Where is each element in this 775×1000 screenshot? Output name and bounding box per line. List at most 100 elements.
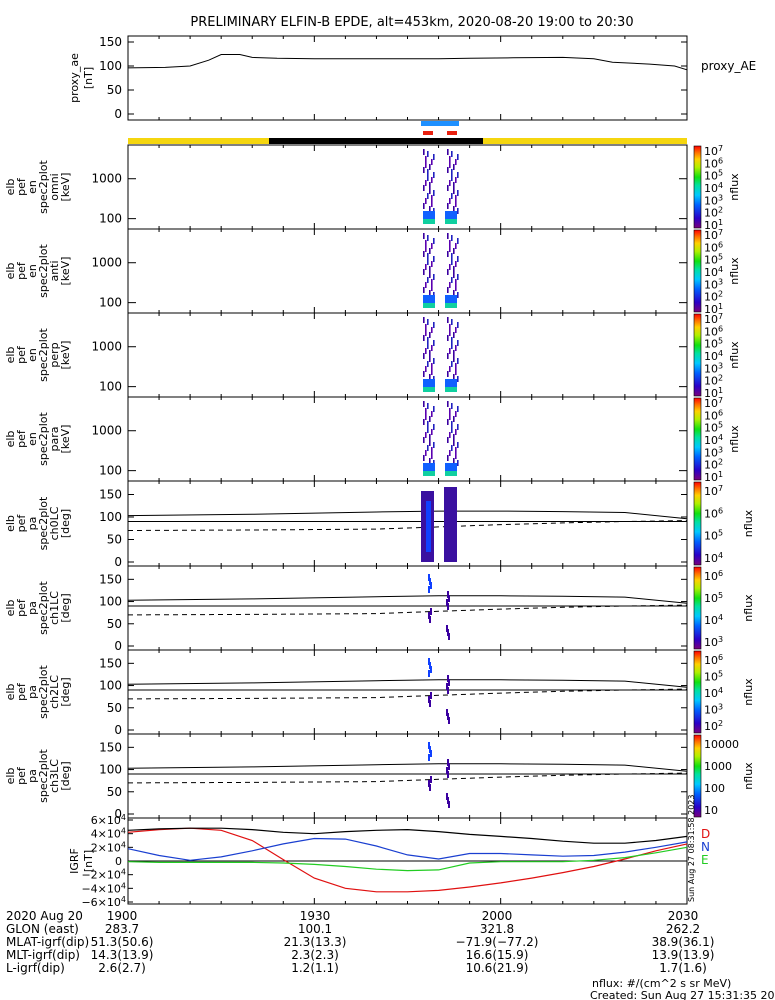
spectrogram-pixel xyxy=(449,264,451,270)
y-axis-label-line: pa xyxy=(26,685,39,699)
spectrogram-pixel xyxy=(423,437,425,443)
pitch-data-pixel xyxy=(446,709,448,716)
colorbar-tick-label: 101 xyxy=(704,302,723,316)
colorbar-tick-label: 102 xyxy=(704,374,723,388)
spectrogram-pixel xyxy=(453,332,455,338)
spectrogram-pixel xyxy=(457,340,459,346)
spectrogram-pixel xyxy=(423,353,425,359)
spectrogram-pixel xyxy=(455,195,457,201)
spectrogram-pixel xyxy=(425,162,427,168)
colorbar-label: nflux xyxy=(742,762,755,790)
y-axis-label-line: pef xyxy=(15,177,28,196)
colorbar-tick-label: 106 xyxy=(704,156,723,170)
spectrogram-lowE-band xyxy=(445,463,457,472)
spectrogram-pixel xyxy=(457,208,459,214)
y-tick-label: 4×104 xyxy=(91,827,126,841)
spectrogram-pixel xyxy=(433,322,435,328)
y-axis-label-line: pef xyxy=(15,514,28,533)
pitch-data-pixel xyxy=(429,784,431,791)
spectrogram-pixel xyxy=(429,272,431,278)
y-axis-label-line: spec2plot xyxy=(37,160,50,214)
spectrogram-pixel xyxy=(451,445,453,451)
pitch-data-pixel xyxy=(447,797,449,804)
pitch-data-pixel xyxy=(428,574,430,581)
spectrogram-pixel xyxy=(447,185,449,191)
spectrogram-pixel xyxy=(427,235,429,241)
pitch-data-pixel xyxy=(429,616,431,623)
spectrogram-pixel xyxy=(429,248,431,254)
panel-frame xyxy=(127,480,688,567)
spectrogram-lowE-band xyxy=(423,219,435,224)
spectrogram-pixel xyxy=(427,445,429,451)
panel-frame xyxy=(127,396,688,482)
colorbar-tick-label: 103 xyxy=(704,193,723,207)
loss-cone-line xyxy=(127,679,688,688)
y-tick-label: 100 xyxy=(99,380,122,394)
footer-value-time: 2000 xyxy=(482,909,513,923)
spectrogram-pixel xyxy=(425,282,427,288)
spectrogram-pixel xyxy=(431,429,433,435)
spectrogram-pixel xyxy=(449,348,451,354)
y-axis-label-line: IGRF xyxy=(68,848,81,874)
y-tick-label: 100 xyxy=(99,595,122,609)
pitch-data-pixel xyxy=(430,608,432,615)
y-axis-label-line: [keV] xyxy=(59,341,72,370)
spectrogram-pixel xyxy=(451,259,453,265)
y-tick-label: 0 xyxy=(114,107,122,121)
y-axis-label-line: pef xyxy=(15,682,28,701)
y-axis-label-line: elb xyxy=(4,347,17,364)
pitch-data-pixel xyxy=(428,742,430,749)
spectrogram-pixel xyxy=(453,266,455,272)
colorbar-tick-label: 102 xyxy=(704,206,723,220)
spectrogram-pixel xyxy=(425,180,427,186)
colorbar xyxy=(693,650,702,734)
spectrogram-pixel xyxy=(447,335,449,341)
spectrogram-pixel xyxy=(455,453,457,459)
spectrogram-pixel xyxy=(447,371,449,377)
y-axis-label-line: [keV] xyxy=(59,173,72,202)
spectrogram-pixel xyxy=(449,282,451,288)
spectrogram-pixel xyxy=(451,151,453,157)
colorbar-tick-label: 107 xyxy=(704,484,723,498)
spectrogram-pixel xyxy=(429,266,431,272)
spectrogram-pixel xyxy=(451,169,453,175)
y-axis-label-line: pa xyxy=(26,769,39,783)
colorbar-tick-label: 103 xyxy=(704,635,723,649)
y-axis-label-line: [deg] xyxy=(59,593,72,622)
colorbar-tick-label: 105 xyxy=(704,253,723,267)
y-tick-label: 100 xyxy=(99,296,122,310)
spectrogram-pixel xyxy=(453,164,455,170)
y-axis-label-line: en xyxy=(26,432,39,446)
pitch-data-pixel xyxy=(428,754,430,761)
y-axis-label-line: perp xyxy=(48,342,61,367)
pitch-data-pixel xyxy=(448,633,450,640)
footer-value-mlat: −71.9(−77.2) xyxy=(456,935,539,949)
y-tick-label: 50 xyxy=(107,785,122,799)
spectrogram-pixel xyxy=(447,353,449,359)
spectrogram-pixel xyxy=(457,154,459,160)
spectrogram-pixel xyxy=(427,427,429,433)
spectrogram-pixel xyxy=(429,332,431,338)
spectrogram-pixel xyxy=(449,414,451,420)
colorbar-label: nflux xyxy=(742,678,755,706)
spectrogram-pixel xyxy=(427,421,429,427)
spectrogram-pixel xyxy=(433,406,435,412)
pitch-data-pixel xyxy=(430,750,432,757)
colorbar-tick-label: 103 xyxy=(704,445,723,459)
colorbar-tick-label: 106 xyxy=(704,408,723,422)
science-zone-blue-marker xyxy=(421,121,459,126)
spectrogram-pixel xyxy=(449,330,451,336)
y-axis-label-line: proxy_ae xyxy=(68,53,81,103)
spectrogram-pixel xyxy=(425,264,427,270)
colorbar-tick-label: 104 xyxy=(704,349,723,363)
sunlight-bar-left xyxy=(128,138,269,144)
spectrogram-pixel xyxy=(449,408,451,414)
spectrogram-pixel xyxy=(423,401,425,407)
y-axis-label-line: [deg] xyxy=(59,761,72,790)
colorbar-tick-label: 100 xyxy=(704,782,725,795)
spectrogram-pixel xyxy=(449,162,451,168)
igrf-legend-N: N xyxy=(701,840,710,854)
colorbar xyxy=(693,229,702,313)
spectrogram-pixel xyxy=(431,447,433,453)
